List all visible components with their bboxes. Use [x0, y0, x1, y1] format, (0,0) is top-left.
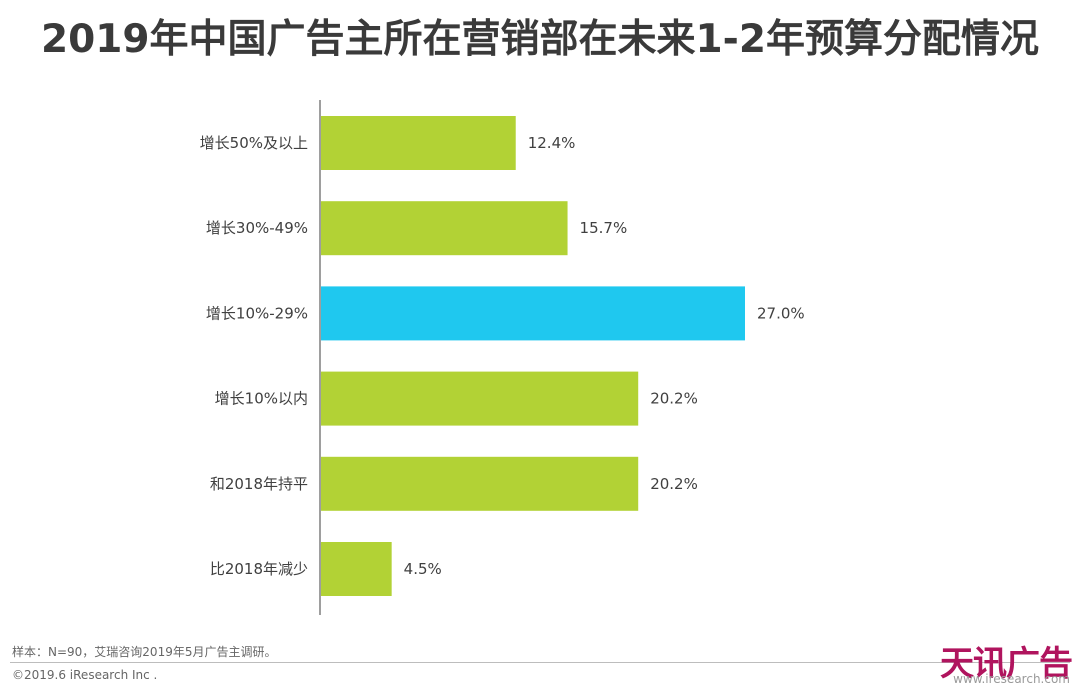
- footer-divider: [10, 662, 1070, 663]
- bar-2: [321, 286, 745, 341]
- category-label-0: 增长50%及以上: [200, 134, 308, 152]
- category-label-4: 和2018年持平: [210, 475, 308, 493]
- value-label-3: 20.2%: [650, 390, 698, 408]
- bar-0: [321, 116, 516, 170]
- category-label-3: 增长10%以内: [215, 390, 308, 408]
- value-label-5: 4.5%: [404, 560, 442, 578]
- watermark-logo: 天讯广告 www.iresearch.com: [922, 644, 1073, 688]
- copyright-text: ©2019.6 iResearch Inc .: [12, 668, 158, 682]
- value-label-2: 27.0%: [757, 304, 805, 322]
- bar-3: [321, 371, 639, 426]
- value-label-0: 12.4%: [528, 134, 576, 152]
- category-label-1: 增长30%-49%: [206, 219, 308, 237]
- chart-title: 2019年中国广告主所在营销部在未来1-2年预算分配情况: [40, 17, 1039, 62]
- value-label-4: 20.2%: [650, 475, 698, 493]
- watermark-logo-text: 天讯广告: [940, 644, 1073, 684]
- category-label-5: 比2018年减少: [210, 560, 308, 578]
- category-label-2: 增长10%-29%: [206, 304, 308, 322]
- bar-5: [321, 542, 392, 596]
- bars-layer: [321, 116, 745, 596]
- value-label-1: 15.7%: [580, 219, 628, 237]
- bar-4: [321, 456, 639, 511]
- bar-1: [321, 201, 568, 256]
- watermark-url: www.iresearch.com: [953, 672, 1070, 686]
- source-note: 样本：N=90，艾瑞咨询2019年5月广告主调研。: [12, 645, 277, 659]
- value-labels-layer: 12.4% 15.7% 27.0% 20.2% 20.2% 4.5%: [404, 134, 805, 578]
